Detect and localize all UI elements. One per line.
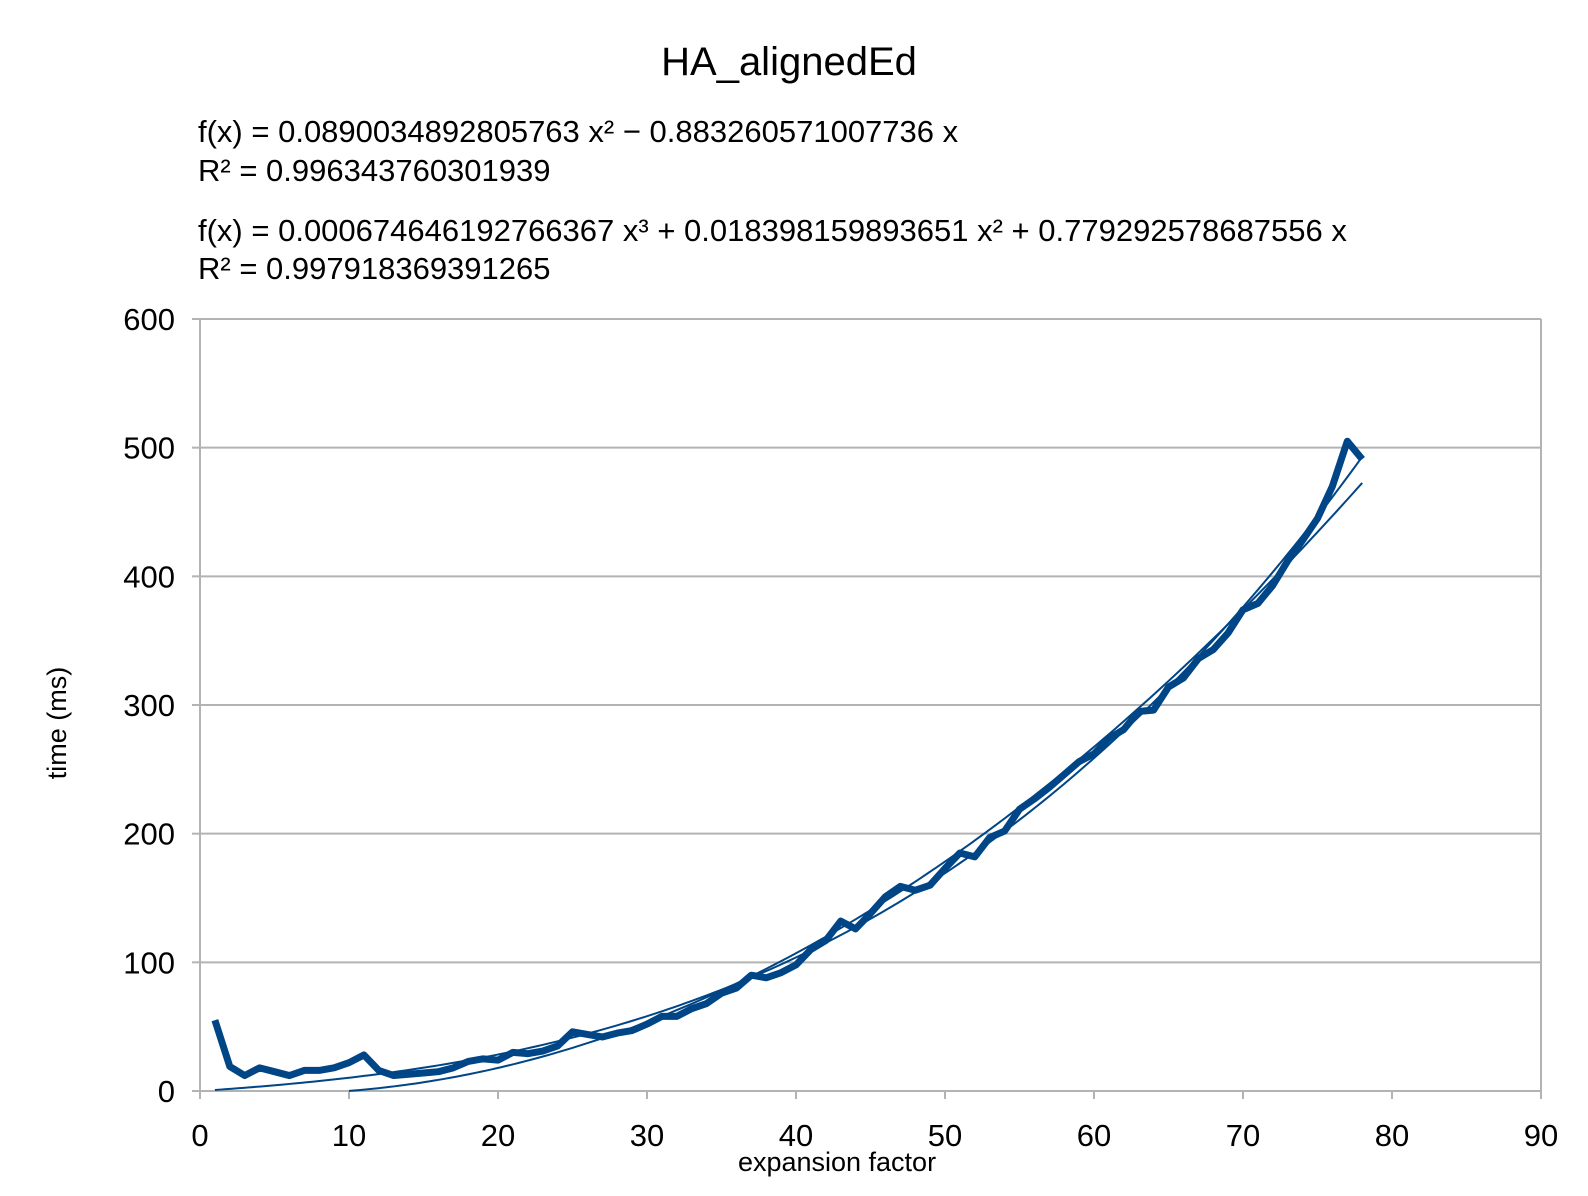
- x-tick-label: 80: [1375, 1118, 1409, 1153]
- y-tick-label: 0: [158, 1074, 175, 1109]
- y-tick-label: 400: [123, 559, 175, 594]
- x-tick-label: 70: [1226, 1118, 1260, 1153]
- y-tick-label: 100: [123, 945, 175, 980]
- grid-lines: [200, 318, 1541, 964]
- x-tick-label: 50: [928, 1118, 962, 1153]
- chart-title: HA_alignedEd: [661, 40, 917, 84]
- y-tick-label: 600: [123, 302, 175, 337]
- trendlines: [214, 456, 1364, 1092]
- series-line-0: [211, 437, 1365, 1080]
- tick-labels: 0 100 200 300 400 500 600 0 10 20 30 40 50 60 70 80 90: [123, 302, 1558, 1153]
- y-axis-label: time (ms): [42, 667, 72, 779]
- y-tick-label: 200: [123, 817, 175, 852]
- x-tick-label: 90: [1524, 1118, 1558, 1153]
- trendline-quadratic-r2: R² = 0.996343760301939: [198, 153, 551, 188]
- x-tick-label: 10: [332, 1118, 366, 1153]
- x-tick-label: 40: [779, 1118, 813, 1153]
- trendline-cubic-r2: R² = 0.997918369391265: [198, 251, 551, 286]
- data-series: [211, 437, 1365, 1080]
- x-tick-label: 30: [630, 1118, 664, 1153]
- trendline-cubic: [214, 456, 1364, 1091]
- trendline-cubic-equation: f(x) = 0.000674646192766367 x³ + 0.01839…: [198, 213, 1347, 248]
- x-axis-label: expansion factor: [738, 1147, 936, 1177]
- x-tick-label: 20: [481, 1118, 515, 1153]
- axes: [192, 318, 1542, 1099]
- x-tick-label: 60: [1077, 1118, 1111, 1153]
- trendline-quadratic-equation: f(x) = 0.0890034892805763 x² − 0.8832605…: [198, 114, 959, 149]
- y-tick-label: 300: [123, 688, 175, 723]
- trendline-quadratic: [348, 482, 1363, 1092]
- x-tick-label: 0: [191, 1118, 208, 1153]
- y-tick-label: 500: [123, 431, 175, 466]
